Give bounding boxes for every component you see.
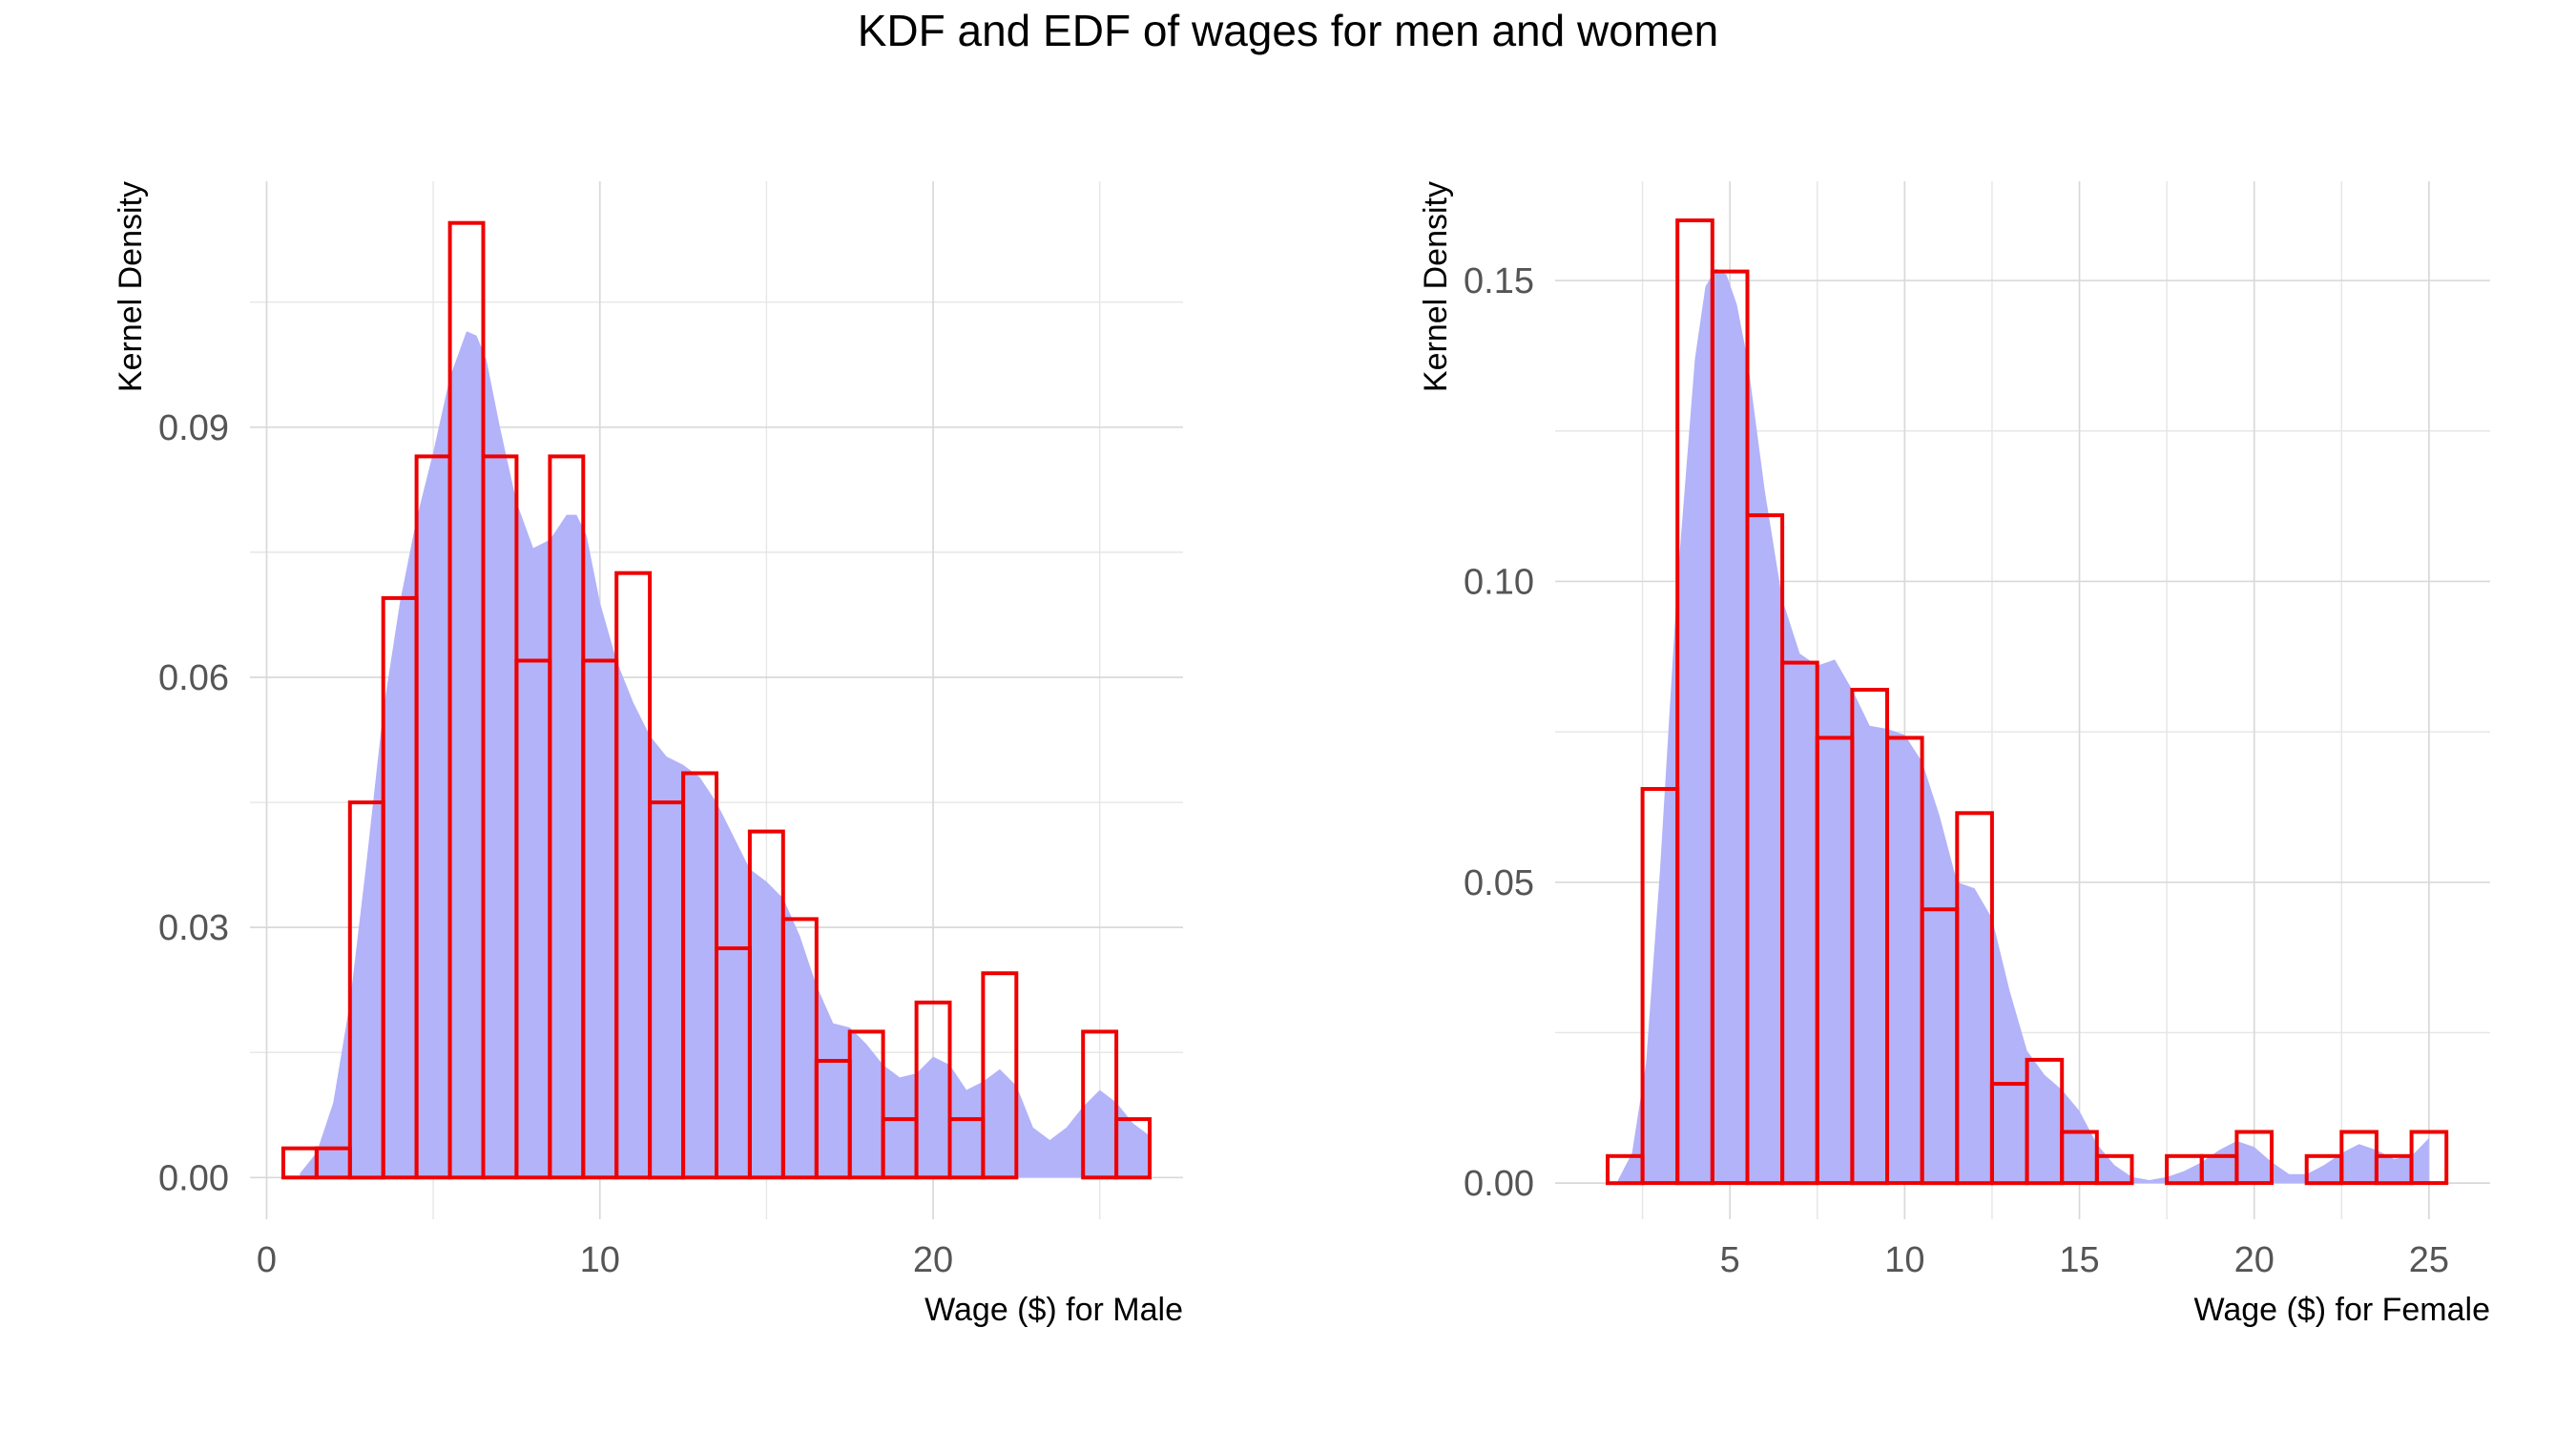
- histogram-bar: [914, 1000, 952, 1180]
- y-tick-label: 0.09: [158, 408, 229, 448]
- y-tick-label: 0.15: [1464, 261, 1534, 301]
- histogram-bar: [981, 971, 1019, 1180]
- y-axis-label: Kernel Density: [113, 181, 149, 392]
- histogram-bar: [1114, 1117, 1152, 1180]
- histogram-bar: [1081, 1029, 1119, 1180]
- figure-title: KDF and EDF of wages for men and women: [857, 6, 1719, 55]
- y-tick-label: 0.00: [1464, 1164, 1534, 1204]
- x-tick-label: 0: [257, 1240, 277, 1280]
- x-axis-label: Wage ($) for Female: [2194, 1292, 2491, 1328]
- x-tick-label: 15: [2059, 1240, 2099, 1280]
- x-tick-label: 25: [2409, 1240, 2449, 1280]
- kernel-density-area: [1617, 268, 2429, 1184]
- kernel-density-area: [300, 331, 1151, 1178]
- y-tick-label: 0.03: [158, 908, 229, 948]
- histogram: [280, 220, 1152, 1180]
- x-tick-label: 10: [580, 1240, 620, 1280]
- histogram-bar: [2409, 1130, 2449, 1186]
- histogram-bar: [1955, 811, 1994, 1186]
- x-tick-label: 20: [913, 1240, 953, 1280]
- y-axis-label: Kernel Density: [1418, 181, 1454, 392]
- histogram-bar: [780, 917, 819, 1180]
- x-axis-label: Wage ($) for Male: [924, 1292, 1183, 1328]
- male-wage-panel: 0 10 20 0.00 0.03 0.06 0.09 Wage ($) for Male Ke…: [113, 181, 1183, 1328]
- histogram: [1606, 218, 2449, 1186]
- female-wage-panel: 5 10 15 20 25 0.00 0.05 0.10 0.15 Wage ($) for Fe…: [1418, 181, 2490, 1328]
- x-tick-label: 10: [1884, 1240, 1924, 1280]
- histogram-bar: [2025, 1057, 2065, 1186]
- y-tick-label: 0.05: [1464, 863, 1534, 903]
- y-tick-label: 0.10: [1464, 562, 1534, 602]
- y-tick-label: 0.00: [158, 1158, 229, 1198]
- histogram-bar: [2234, 1130, 2274, 1186]
- x-tick-label: 20: [2234, 1240, 2275, 1280]
- x-tick-label: 5: [1720, 1240, 1740, 1280]
- histogram-bar: [847, 1029, 885, 1180]
- histogram-bar: [2094, 1153, 2134, 1186]
- y-tick-label: 0.06: [158, 658, 229, 698]
